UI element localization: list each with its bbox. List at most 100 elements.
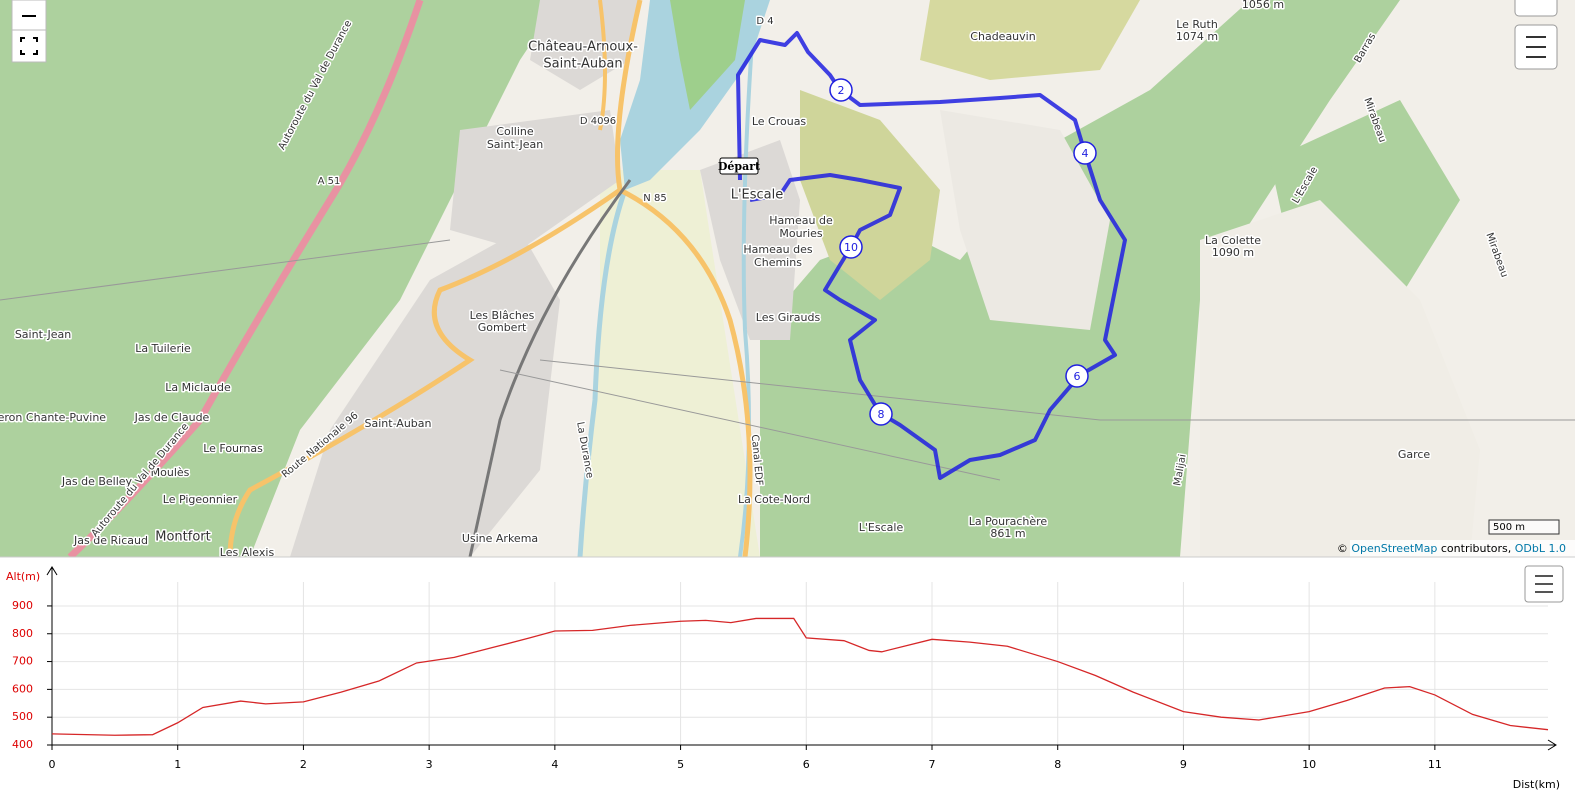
map-label: Saint-Jean — [15, 328, 71, 341]
x-tick-label: 8 — [1054, 758, 1061, 771]
attribution: © OpenStreetMap contributors, ODbL 1.0 — [1337, 542, 1566, 555]
map-label: eron — [0, 411, 22, 424]
map-label: Le Fournas — [203, 442, 263, 455]
map-label: A 51 — [318, 176, 341, 187]
road — [598, 0, 607, 131]
x-tick-label: 10 — [1302, 758, 1316, 771]
town — [530, 0, 640, 90]
map-label: Les Blâches — [470, 309, 535, 322]
y-tick-label: 500 — [12, 710, 33, 723]
map-label: Chadeauvin — [970, 30, 1035, 43]
route-marker — [1065, 364, 1089, 388]
fullscreen-button[interactable] — [11, 29, 47, 63]
map[interactable]: Château-Arnoux- Saint-Auban D 4 Chadeauvin L… — [0, 0, 1575, 559]
map-label: Chemins — [754, 256, 802, 269]
x-tick-label: 3 — [426, 758, 433, 771]
route-marker-label: 10 — [844, 241, 858, 254]
map-label: Le Pigeonnier — [163, 493, 238, 506]
attribution-bg — [1350, 540, 1575, 557]
y-tick-label: 800 — [12, 627, 33, 640]
x-tick-label: 2 — [300, 758, 307, 771]
y-tick-label: 900 — [12, 599, 33, 612]
y-axis — [46, 566, 58, 745]
x-tick-label: 11 — [1428, 758, 1442, 771]
map-label: 1090 m — [1212, 246, 1254, 259]
map-label: N 85 — [643, 193, 666, 204]
x-tick-label: 9 — [1180, 758, 1187, 771]
attribution-link[interactable]: OpenStreetMap — [1351, 542, 1437, 555]
map-label: La Miclaude — [165, 381, 231, 394]
map-label: D 4 — [756, 16, 773, 27]
road — [615, 0, 753, 557]
route-marker-label: 4 — [1082, 147, 1089, 160]
town — [700, 140, 800, 340]
route-marker — [869, 402, 893, 426]
attribution-text: contributors, — [1441, 542, 1511, 555]
canal — [738, 0, 757, 557]
power-line — [0, 239, 1575, 481]
start-label: Départ — [718, 160, 761, 173]
route-marker-label: 8 — [878, 408, 885, 421]
map-label: Château-Arnoux- — [528, 40, 638, 55]
x-axis — [52, 739, 1557, 751]
town — [290, 230, 560, 557]
y-axis-label: Alt(m) — [6, 570, 40, 583]
x-tick-label: 4 — [551, 758, 558, 771]
map-label: La Tuilerie — [135, 342, 191, 355]
elevation-chart: 400 500 600 700 800 900 0 1 2 3 4 5 6 7 8 9 10 11 Alt(m) Di… — [6, 566, 1560, 791]
map-menu-button[interactable] — [1514, 24, 1558, 70]
map-label: 1056 m — [1242, 0, 1284, 11]
map-label: Chante-Puvine — [26, 411, 106, 424]
map-label: Les Girauds — [756, 311, 821, 324]
map-label: Saint-Jean — [487, 138, 543, 151]
scrub — [800, 90, 940, 300]
y-tick-label: 700 — [12, 655, 33, 668]
elevation-line — [51, 617, 1549, 736]
map-label: Mouries — [779, 227, 823, 240]
map-label: Hameau de — [769, 214, 833, 227]
town — [450, 110, 620, 250]
map-label: 861 m — [990, 527, 1025, 540]
x-tick-label: 0 — [49, 758, 56, 771]
open-land — [940, 110, 1110, 330]
start-box — [719, 157, 759, 175]
route-markers: 2 4 6 8 10 — [829, 78, 1097, 426]
map-label: Usine Arkema — [462, 532, 538, 545]
y-tick-label: 400 — [12, 738, 33, 751]
x-axis-label: Dist(km) — [1513, 778, 1560, 791]
route-marker — [839, 235, 863, 259]
attribution-text: © — [1337, 542, 1348, 555]
route-marker — [829, 78, 853, 102]
route-marker — [1073, 141, 1097, 165]
scale-bar — [1488, 519, 1560, 535]
scale-label: 500 m — [1493, 522, 1525, 533]
map-label: 1074 m — [1176, 30, 1218, 43]
attribution-link[interactable]: ODbL 1.0 — [1515, 542, 1566, 555]
route-marker-label: 2 — [838, 84, 845, 97]
map-label: Gombert — [478, 321, 527, 334]
map-label: Jas de Ricaud — [73, 534, 148, 547]
chart-menu-button[interactable] — [1524, 565, 1564, 603]
map-label: La Cote-Nord — [738, 493, 810, 506]
river — [577, 189, 628, 557]
map-label: Saint-Auban — [543, 57, 622, 72]
map-label: Montfort — [155, 530, 210, 545]
map-label: Le Ruth — [1176, 18, 1218, 31]
zoom-out-button[interactable] — [11, 0, 47, 31]
layers-button[interactable] — [1514, 0, 1558, 17]
map-label: Les Alexis — [220, 546, 275, 559]
x-tick-label: 6 — [803, 758, 810, 771]
y-tick-label: 600 — [12, 682, 33, 695]
open-land — [1200, 200, 1480, 557]
map-label: Saint-Auban — [365, 417, 432, 430]
road — [227, 187, 622, 557]
motorway — [67, 0, 424, 557]
map-label: L'Escale — [731, 188, 784, 203]
map-label: L'Escale — [859, 521, 904, 534]
map-label: D 4096 — [580, 116, 616, 127]
x-tick-label: 7 — [929, 758, 936, 771]
wetland — [670, 0, 745, 110]
map-label: La Colette — [1205, 234, 1261, 247]
